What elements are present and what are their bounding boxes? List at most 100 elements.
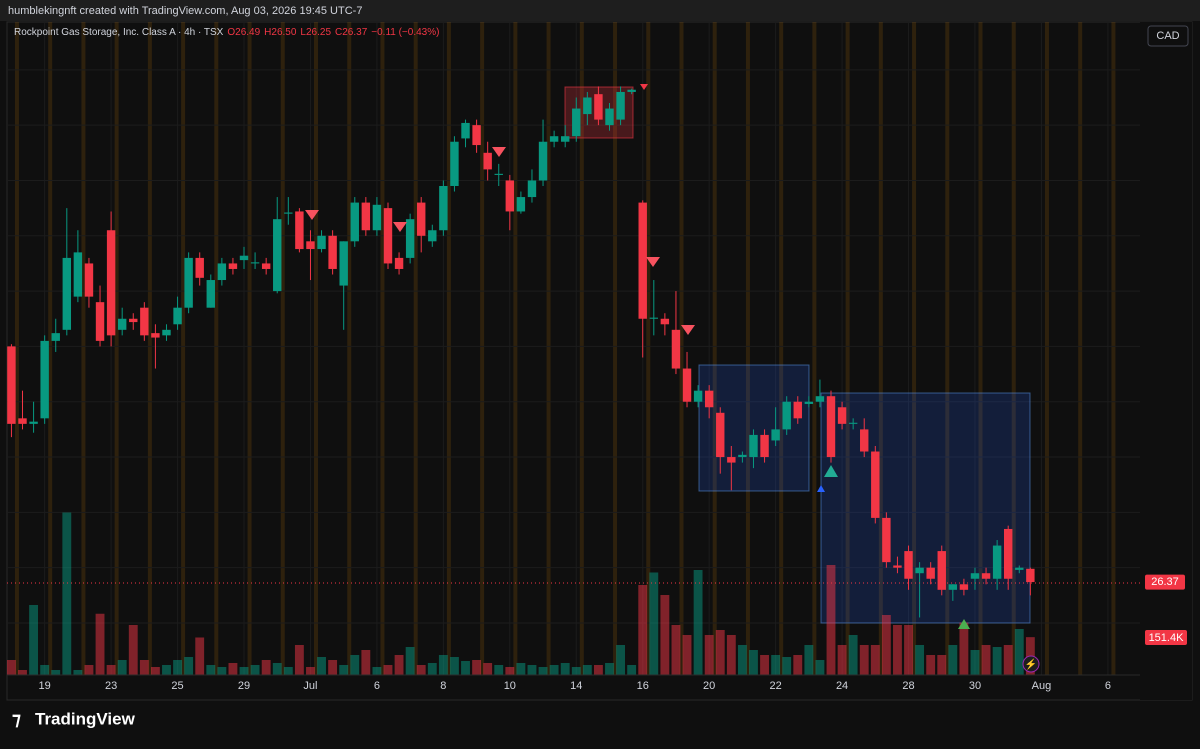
candle-body [372,204,382,231]
session-stripe [314,22,318,675]
volume-bar [394,655,404,675]
candle-body [140,307,149,336]
volume-bar [461,661,470,675]
candle-body [306,241,315,250]
session-stripe [579,22,584,675]
session-stripe [845,22,850,675]
volume-bar [494,665,504,675]
x-tick-label: 6 [1105,680,1111,692]
candle-body [162,329,171,336]
candle-body [605,108,614,126]
volume-bar [992,647,1002,675]
candle-body [239,255,249,261]
volume-bar [1014,629,1024,675]
candle-body [40,340,49,419]
volume-bar [228,663,238,675]
legend-low: L26.25 [300,27,331,38]
candle-body [560,136,570,142]
candle-body [871,451,880,518]
volume-bar [84,665,94,675]
candle-body [926,567,935,579]
candle-body [882,517,891,563]
volume-bar [184,657,194,675]
candle-body [549,136,559,142]
volume-bar [40,665,50,675]
candle-body [273,219,282,292]
volume-bar [937,655,947,675]
price-axis [1140,22,1192,700]
candle-body [893,565,902,568]
signal-up [817,485,825,492]
volume-bar [250,665,260,675]
x-tick-label: 30 [969,680,981,692]
volume-bar [51,670,61,675]
volume-bar [427,663,437,675]
volume-bar [571,667,581,675]
candle-body [361,202,371,231]
volume-bar [782,657,792,675]
volume-bar [826,565,836,675]
currency-button[interactable] [1147,25,1189,47]
legend-change: −0.11 (−0.43%) [371,27,439,38]
x-tick-label: 14 [570,680,582,692]
volume-bar [627,665,637,675]
session-stripe [1011,22,1016,675]
x-tick-label: 23 [105,680,117,692]
volume-bar [95,613,105,675]
candle-body [73,252,83,297]
volume-bar [272,663,282,675]
volume-bar [73,670,83,675]
session-stripe [480,22,485,675]
signal-down [646,257,660,267]
candle-body [594,94,603,120]
candle-body [184,257,193,308]
alert-icon[interactable]: ⚡ [1025,658,1037,671]
last-price-box [1145,574,1185,590]
session-stripe [14,22,19,675]
candle-body [217,263,227,281]
session-stripe [280,22,285,675]
volume-bar [283,667,293,675]
volume-bar [959,622,969,675]
volume-bar [948,645,958,675]
candle-body [106,230,116,336]
candle-body [295,211,304,250]
candle-body [826,396,836,458]
volume-bar [859,645,869,675]
volume-bar [350,655,360,675]
candle-body [151,333,160,338]
candle-body [516,197,526,212]
last-price: 26.37 [1151,576,1179,588]
volume-bar [715,630,725,675]
volume-bar [970,650,980,675]
session-stripe [546,22,551,675]
volume-bar [593,665,603,675]
legend-close: C26.37 [335,27,368,38]
x-tick-label: 19 [39,680,51,692]
candle-body [195,257,204,278]
candle-body [627,89,636,92]
range-box [820,392,1031,624]
volume-bar [981,645,991,675]
candle-body [284,212,293,214]
candle-body [583,97,592,115]
volume-bar [438,655,448,675]
candle-body [1003,528,1013,579]
volume-bar [516,663,526,675]
volume-bar [527,665,537,675]
legend-open: O26.49 [227,27,260,38]
volume-bar [139,660,149,675]
session-stripe [114,22,119,675]
alert-button[interactable] [1022,655,1040,673]
candle-body [505,180,515,212]
currency[interactable]: CAD [1156,30,1179,42]
session-stripe [147,22,152,675]
volume-bar [117,660,127,675]
candle-body [29,421,38,424]
volume-bar [18,670,27,675]
volume-bar [638,585,648,675]
volume-bar [704,635,714,675]
session-stripe [1111,22,1116,675]
candle-body [970,573,980,579]
